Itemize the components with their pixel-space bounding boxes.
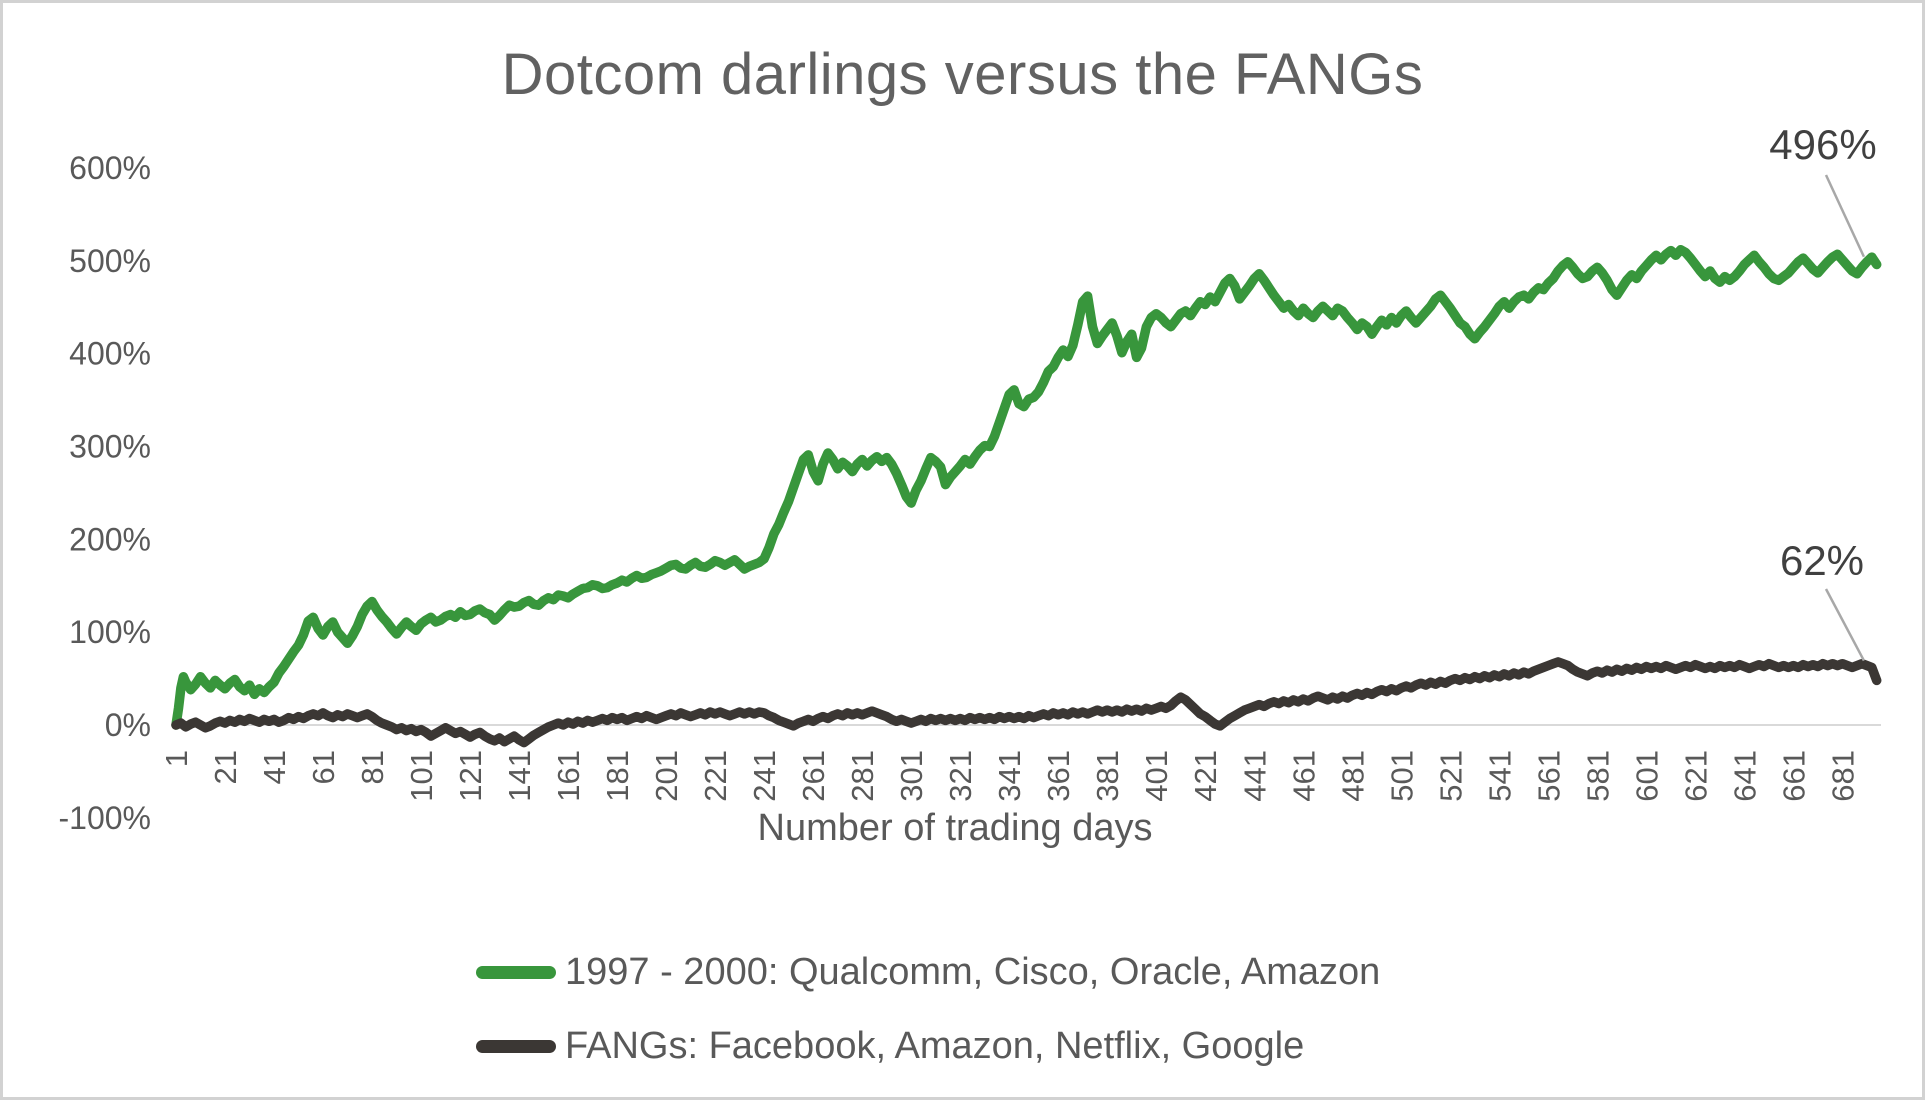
leader-line-dotcom [1824,174,1866,258]
x-axis-tick-label: 241 [747,750,782,802]
x-axis-tick-label: 161 [551,750,586,802]
y-axis-tick-label: 200% [69,521,151,557]
x-axis-tick-label: 81 [355,750,390,784]
legend-label-dotcom: 1997 - 2000: Qualcomm, Cisco, Oracle, Am… [565,950,1381,993]
plot-svg: 600%500%400%300%200%100%0%-100%1 21 41 61 81… [59,150,1882,836]
y-axis-tick-label: 600% [69,150,151,186]
x-axis-tick-label: 41 [257,750,292,784]
x-axis-tick-label: 281 [845,750,880,802]
x-axis-tick-label: 1 [159,750,194,767]
x-axis-tick-label: 341 [992,750,1027,802]
legend-entry-dotcom: 1997 - 2000: Qualcomm, Cisco, Oracle, Am… [476,935,1380,1009]
x-axis-tick-label: 361 [1041,750,1076,802]
x-axis-tick-label: 141 [502,750,537,802]
x-axis-tick-label: 301 [894,750,929,802]
annotation-dotcom-final-value: 496% [1769,121,1877,168]
x-axis-title: Number of trading days [757,807,1153,849]
y-axis-tick-label: 100% [69,614,151,650]
x-axis-tick-label: 261 [796,750,831,802]
x-axis-tick-label: 461 [1286,750,1321,802]
x-axis-tick-label: 61 [306,750,341,784]
y-axis-tick-label: 400% [69,336,151,372]
legend-swatch-dotcom [476,965,556,979]
x-axis-tick-label: 181 [600,750,635,802]
x-axis-tick-label: 541 [1482,750,1517,802]
x-axis-tick-label: 381 [1090,750,1125,802]
y-axis-tick-label: 300% [69,429,151,465]
x-axis-tick-label: 521 [1433,750,1468,802]
x-axis-tick-label: 501 [1384,750,1419,802]
y-axis-tick-label: 0% [105,707,151,743]
x-axis-tick-label: 441 [1237,750,1272,802]
x-axis-tick-label: 321 [943,750,978,802]
x-axis-tick-label: 21 [208,750,243,784]
series-line-dotcom [171,244,1882,730]
x-axis-tick-label: 661 [1776,750,1811,802]
x-axis-tick-label: 201 [649,750,684,802]
x-axis-tick-label: 621 [1678,750,1713,802]
x-axis-tick-label: 421 [1188,750,1223,802]
leader-line-fangs [1824,588,1866,662]
x-axis-tick-label: 641 [1727,750,1762,802]
legend-swatch-fangs [476,1039,556,1053]
y-axis-tick-label: -100% [59,800,152,836]
legend-label-fangs: FANGs: Facebook, Amazon, Netflix, Google [565,1024,1305,1067]
x-axis-tick-label: 121 [453,750,488,802]
x-axis-tick-label: 581 [1580,750,1615,802]
x-axis-tick-label: 221 [698,750,733,802]
series-line-fangs [171,657,1882,748]
legend-entry-fangs: FANGs: Facebook, Amazon, Netflix, Google [476,1009,1380,1083]
x-axis-tick-label: 101 [404,750,439,802]
x-axis-tick-label: 401 [1139,750,1174,802]
annotation-fangs-final-value: 62% [1779,537,1865,584]
x-axis-tick-label: 561 [1531,750,1566,802]
chart-title: Dotcom darlings versus the FANGs [501,42,1424,107]
x-axis-tick-label: 681 [1825,750,1860,802]
x-axis-tick-label: 481 [1335,750,1370,802]
x-axis-tick-label: 601 [1629,750,1664,802]
legend: 1997 - 2000: Qualcomm, Cisco, Oracle, Am… [476,935,1380,1083]
y-axis-tick-label: 500% [69,243,151,279]
